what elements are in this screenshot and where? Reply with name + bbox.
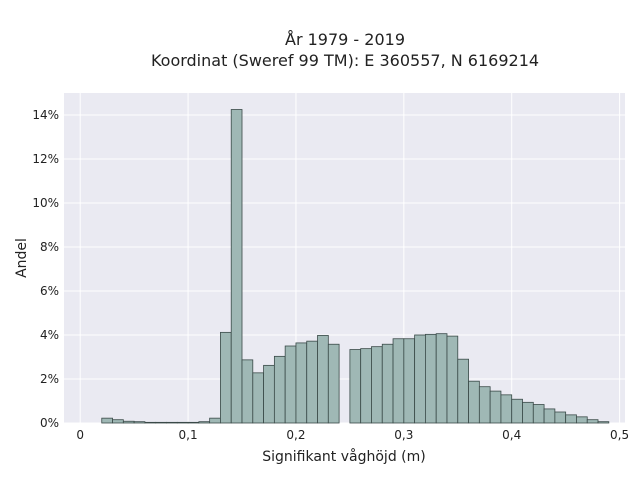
histogram-bar (597, 421, 610, 424)
histogram-bar (403, 338, 416, 424)
histogram-bar (295, 342, 308, 424)
histogram-bar (468, 380, 480, 424)
x-tick-labels: 0 0,1 0,2 0,3 0,4 0,5 (76, 428, 629, 442)
x-axis-label: Signifikant våghöjd (m) (262, 448, 425, 465)
histogram-bar (489, 390, 502, 424)
histogram-bar (198, 421, 211, 424)
histogram-bar (187, 421, 200, 424)
plot-area (64, 93, 625, 423)
histogram-bar (576, 416, 588, 424)
histogram-bar (381, 343, 394, 424)
histogram-bar (511, 398, 523, 424)
histogram-bar (263, 364, 275, 424)
histogram-bar (414, 334, 426, 424)
y-tick-label: 0% (40, 416, 59, 430)
y-tick-label: 14% (32, 108, 59, 122)
histogram-bar (112, 419, 124, 424)
histogram-bar (425, 333, 437, 424)
y-tick-label: 12% (32, 152, 59, 166)
x-tick-label: 0,3 (394, 428, 413, 442)
histogram-bar (435, 333, 448, 424)
histogram-bar (306, 340, 318, 424)
histogram-bar (176, 421, 189, 424)
histogram-bar (532, 404, 545, 424)
y-tick-label: 4% (40, 328, 59, 342)
histogram-bar (371, 346, 383, 424)
x-tick-label: 0,5 (610, 428, 629, 442)
y-axis-label: Andel (14, 238, 30, 278)
histogram-bar (446, 335, 459, 424)
y-tick-label: 6% (40, 284, 59, 298)
y-tick-label: 10% (32, 196, 59, 210)
histogram-bar (230, 109, 243, 424)
histogram-bar (349, 349, 362, 424)
histogram-bar (241, 359, 254, 424)
x-tick-label: 0 (76, 428, 84, 442)
histogram-bar (317, 335, 329, 424)
histogram-bar (220, 331, 232, 424)
histogram-bar (543, 408, 556, 424)
chart-title-line1: År 1979 - 2019 (285, 30, 405, 49)
x-tick-label: 0,2 (286, 428, 305, 442)
histogram-bar (166, 421, 178, 424)
histogram-bar (273, 355, 286, 424)
y-tick-labels: 0% 2% 4% 6% 8% 10% 12% 14% (32, 108, 59, 430)
histogram-bar (155, 421, 167, 424)
y-tick-label: 2% (40, 372, 59, 386)
histogram-bar (252, 372, 264, 424)
x-tick-label: 0,4 (502, 428, 521, 442)
histogram-bar (457, 358, 469, 424)
histogram-bar (284, 345, 297, 424)
histogram-bar (478, 386, 491, 424)
histogram-bar (522, 401, 534, 424)
histogram-bar (360, 348, 372, 424)
histogram-bar (565, 414, 577, 424)
histogram-bar (392, 338, 405, 424)
chart-title-line2: Koordinat (Sweref 99 TM): E 360557, N 61… (151, 51, 539, 70)
histogram-bar (554, 411, 567, 424)
histogram-bar (209, 417, 221, 424)
histogram-bar (327, 343, 340, 424)
histogram-bar (586, 419, 599, 424)
histogram-bar (133, 421, 146, 424)
histogram-bar (101, 417, 113, 424)
histogram-bar (122, 420, 135, 424)
grid-lines (64, 93, 625, 424)
histogram-bar (500, 394, 513, 424)
bars (101, 109, 610, 424)
y-tick-label: 8% (40, 240, 59, 254)
histogram-bar (144, 421, 157, 424)
x-tick-label: 0,1 (179, 428, 198, 442)
